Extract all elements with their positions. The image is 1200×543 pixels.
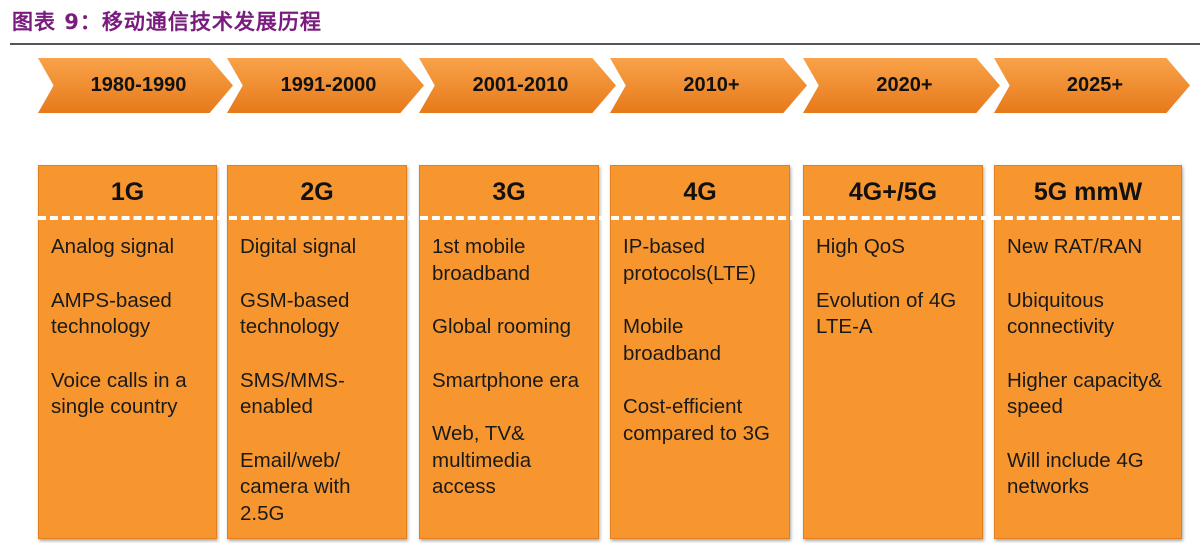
- feature-list: Digital signal GSM-based technology SMS/MM…: [228, 218, 406, 527]
- feature-item: Analog signal: [51, 235, 175, 258]
- feature-item: Higher capacity& speed: [1007, 368, 1162, 419]
- feature-list: 1st mobile broadband Global rooming Smartp…: [420, 218, 598, 501]
- feature-item: 1st mobile broadband: [432, 235, 531, 285]
- period-arrow-1: 1991-2000: [227, 58, 424, 113]
- feature-item: Email/web/ camera with 2.5G: [240, 448, 351, 525]
- period-arrow-4: 2020+: [803, 58, 1000, 113]
- generation-label: 2G: [300, 177, 334, 206]
- period-label: 2025+: [1066, 74, 1124, 96]
- feature-item: SMS/MMS-enabled: [240, 368, 345, 419]
- generation-label: 4G+/5G: [848, 177, 938, 206]
- feature-list: High QoS Evolution of 4G LTE-A: [804, 218, 982, 341]
- feature-list: Analog signal AMPS-based technology Voice …: [39, 218, 216, 421]
- generation-label: 1G: [110, 177, 145, 206]
- feature-item: Mobile broadband: [623, 315, 722, 365]
- period-arrow-3: 2010+: [610, 58, 807, 113]
- feature-item: High QoS: [816, 235, 905, 258]
- feature-item: Will include 4G networks: [1007, 448, 1144, 499]
- period-label: 1980-1990: [90, 74, 187, 96]
- figure-title: 图表 9：移动通信技术发展历程: [12, 10, 322, 34]
- feature-item: Smartphone era: [432, 368, 580, 392]
- feature-item: Web, TV& multimedia access: [432, 422, 532, 498]
- feature-list: IP-based protocols(LTE) Mobile broadband C…: [611, 218, 789, 447]
- period-arrow-5: 2025+: [994, 58, 1190, 113]
- title-rule: [10, 43, 1200, 45]
- generation-card-5G mmW: 5G mmW New RAT/RAN Ubiquitous connectivity…: [994, 165, 1182, 539]
- period-arrow-2: 2001-2010: [419, 58, 616, 113]
- feature-list: New RAT/RAN Ubiquitous connectivity Higher…: [995, 218, 1181, 501]
- feature-item: New RAT/RAN: [1007, 235, 1143, 258]
- period-label: 2010+: [683, 74, 740, 96]
- generation-label: 4G: [683, 177, 717, 206]
- generation-label: 5G mmW: [1033, 177, 1143, 206]
- generation-card-4G: 4G IP-based protocols(LTE) Mobile broadban…: [610, 165, 790, 539]
- period-label: 2001-2010: [472, 74, 569, 96]
- generation-card-3G: 3G 1st mobile broadband Global rooming Smar…: [419, 165, 599, 539]
- feature-item: Ubiquitous connectivity: [1007, 288, 1115, 339]
- generation-label: 3G: [492, 177, 526, 206]
- generation-card-2G: 2G Digital signal GSM-based technology SMS/…: [227, 165, 407, 539]
- period-label: 1991-2000: [280, 74, 377, 96]
- feature-item: Voice calls in a single country: [51, 368, 187, 419]
- generation-card-4G+/5G: 4G+/5G High QoS Evolution of 4G LTE-A: [803, 165, 983, 539]
- feature-item: AMPS-based technology: [51, 288, 172, 339]
- generation-card-1G: 1G Analog signal AMPS-based technology Voic…: [38, 165, 217, 539]
- feature-item: Digital signal: [240, 235, 357, 258]
- feature-item: IP-based protocols(LTE): [623, 235, 756, 285]
- feature-item: Global rooming: [432, 315, 572, 338]
- dashed-divider: [38, 216, 1180, 220]
- feature-item: GSM-based technology: [240, 288, 350, 339]
- period-arrow-0: 1980-1990: [38, 58, 233, 113]
- feature-item: Cost-efficient compared to 3G: [623, 395, 770, 445]
- period-label: 2020+: [876, 74, 933, 96]
- feature-item: Evolution of 4G LTE-A: [816, 288, 957, 339]
